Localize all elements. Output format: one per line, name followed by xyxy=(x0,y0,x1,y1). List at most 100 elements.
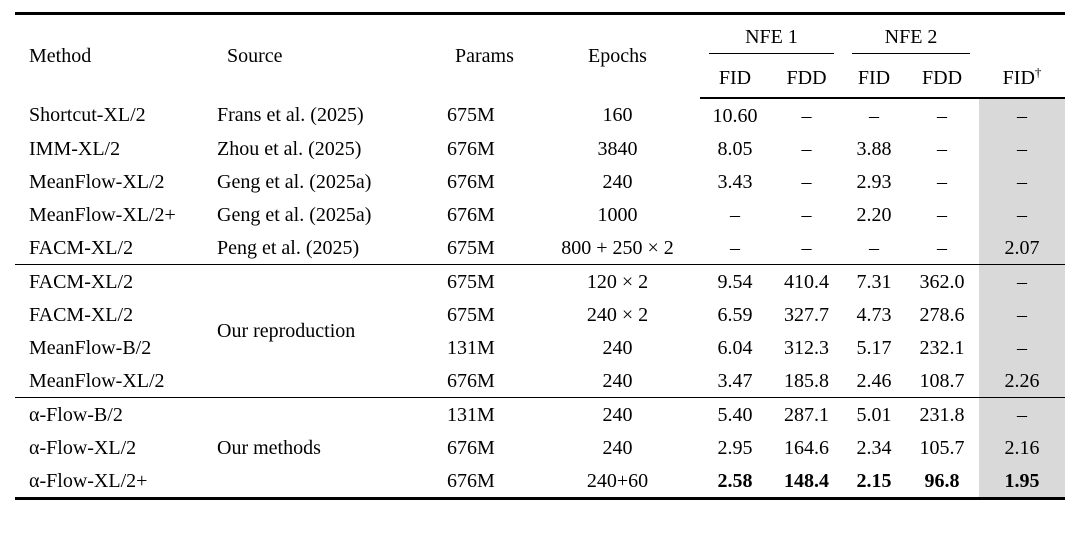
value-cell: 312.3 xyxy=(784,336,829,359)
value-cell: 327.7 xyxy=(784,303,829,326)
method-cell: MeanFlow-XL/2+ xyxy=(29,203,176,226)
source-cell: Our methods xyxy=(213,397,441,499)
value-cell: 2.15 xyxy=(856,469,892,492)
params-cell: 676M xyxy=(447,170,495,193)
value-cell: 2.20 xyxy=(856,203,892,226)
method-cell: α-Flow-XL/2 xyxy=(29,436,137,459)
fid-dagger-base: FID xyxy=(1002,66,1035,89)
table-row: MeanFlow-B/2 131M 240 6.04 312.3 5.17 232.1– xyxy=(15,331,1066,364)
table-row: FACM-XL/2 Peng et al. (2025) 675M 800 + 250… xyxy=(15,231,1066,265)
value-cell: 2.46 xyxy=(856,369,892,392)
value-cell: – xyxy=(730,236,740,259)
value-cell: – xyxy=(979,397,1066,431)
params-cell: 676M xyxy=(447,369,495,392)
value-cell: – xyxy=(979,98,1066,132)
value-cell: 3.88 xyxy=(856,137,892,160)
table-body: Shortcut-XL/2 Frans et al. (2025) 675M 160 1… xyxy=(15,98,1066,499)
params-cell: 675M xyxy=(441,264,535,298)
value-cell: 6.04 xyxy=(717,336,753,359)
col-group-nfe2: NFE 2 xyxy=(843,14,979,60)
method-cell: Shortcut-XL/2 xyxy=(29,104,146,126)
value-cell: 5.40 xyxy=(700,397,770,431)
value-cell: 164.6 xyxy=(784,436,829,459)
method-cell: FACM-XL/2 xyxy=(29,303,134,326)
epochs-cell: 800 + 250 × 2 xyxy=(561,236,674,259)
value-cell: – xyxy=(869,104,880,127)
value-cell: – xyxy=(869,236,880,259)
col-header-fdd-nfe1: FDD xyxy=(770,59,844,99)
value-cell: – xyxy=(979,264,1066,298)
source-cell: Peng et al. (2025) xyxy=(217,236,360,259)
table-row: α-Flow-XL/2+ 676M 240+60 2.58 148.4 2.15 96.8 1… xyxy=(15,464,1066,499)
col-header-fid-nfe1: FID xyxy=(700,59,770,99)
params-cell: 676M xyxy=(447,203,495,226)
table-row: MeanFlow-XL/2 Geng et al. (2025a) 676M 240 3… xyxy=(15,165,1066,198)
col-header-method: Method xyxy=(29,45,92,67)
col-header-params: Params xyxy=(455,45,514,67)
epochs-cell: 240+60 xyxy=(586,469,649,492)
method-cell: FACM-XL/2 xyxy=(29,236,134,259)
value-cell: – xyxy=(979,298,1066,331)
value-cell: 2.16 xyxy=(979,431,1066,464)
method-cell: α-Flow-XL/2+ xyxy=(29,469,148,492)
fid-dagger-sup: † xyxy=(1034,63,1042,79)
method-cell: MeanFlow-XL/2 xyxy=(29,369,165,392)
epochs-cell: 120 × 2 xyxy=(535,264,700,298)
params-cell: 131M xyxy=(447,336,495,359)
value-cell: – xyxy=(937,104,948,127)
value-cell: 2.26 xyxy=(979,364,1066,398)
params-cell: 676M xyxy=(447,436,495,459)
value-cell: 96.8 xyxy=(924,469,960,492)
source-cell: Geng et al. (2025a) xyxy=(217,170,372,193)
col-header-epochs: Epochs xyxy=(588,45,647,67)
value-cell: 410.4 xyxy=(770,264,844,298)
value-cell: 3.43 xyxy=(717,170,753,193)
value-cell: 5.17 xyxy=(856,336,892,359)
value-cell: – xyxy=(730,203,740,226)
method-cell: MeanFlow-XL/2 xyxy=(29,170,165,193)
value-cell: 9.54 xyxy=(700,264,770,298)
col-header-fdd-nfe2: FDD xyxy=(905,59,980,99)
table-row: Shortcut-XL/2 Frans et al. (2025) 675M 160 1… xyxy=(15,98,1066,132)
value-cell: 3.47 xyxy=(717,369,753,392)
params-cell: 675M xyxy=(447,236,495,259)
value-cell: 1.95 xyxy=(979,464,1066,499)
value-cell: – xyxy=(937,236,948,259)
value-cell: 185.8 xyxy=(784,369,829,392)
col-header-fid-nfe2: FID xyxy=(843,59,906,99)
value-cell: 2.07 xyxy=(979,231,1066,265)
value-cell: – xyxy=(979,198,1066,231)
value-cell: 10.60 xyxy=(712,104,758,127)
value-cell: 2.95 xyxy=(717,436,753,459)
value-cell: 287.1 xyxy=(770,397,844,431)
table-row: IMM-XL/2 Zhou et al. (2025) 676M 3840 8.05 – 3… xyxy=(15,132,1066,165)
value-cell: 8.05 xyxy=(717,137,753,160)
epochs-cell: 240 × 2 xyxy=(586,303,649,326)
col-header-spacer xyxy=(979,14,1065,60)
value-cell: – xyxy=(979,132,1066,165)
results-table: Method Source Params Epochs NFE 1 NFE 2 … xyxy=(15,12,1066,500)
method-cell: α-Flow-B/2 xyxy=(15,397,213,431)
value-cell: 6.59 xyxy=(717,303,753,326)
epochs-cell: 1000 xyxy=(597,203,638,226)
params-cell: 676M xyxy=(447,469,495,492)
value-cell: 2.34 xyxy=(856,436,892,459)
params-cell: 675M xyxy=(447,104,495,126)
value-cell: – xyxy=(937,170,948,193)
table-row: α-Flow-XL/2 676M 240 2.95 164.6 2.34 105.7 2.16 xyxy=(15,431,1066,464)
method-cell: MeanFlow-B/2 xyxy=(29,336,152,359)
value-cell: – xyxy=(979,331,1066,364)
params-cell: 131M xyxy=(441,397,535,431)
value-cell: 7.31 xyxy=(843,264,906,298)
value-cell: 4.73 xyxy=(856,303,892,326)
value-cell: – xyxy=(801,104,812,127)
value-cell: – xyxy=(937,203,948,226)
value-cell: 362.0 xyxy=(905,264,980,298)
epochs-cell: 240 xyxy=(535,397,700,431)
value-cell: – xyxy=(979,165,1066,198)
epochs-cell: 160 xyxy=(602,104,633,126)
value-cell: 148.4 xyxy=(784,469,829,492)
source-cell: Geng et al. (2025a) xyxy=(217,203,372,226)
method-cell: IMM-XL/2 xyxy=(29,137,121,160)
table-row: α-Flow-B/2 Our methods 131M 240 5.40 287.1 5.0… xyxy=(15,397,1066,499)
